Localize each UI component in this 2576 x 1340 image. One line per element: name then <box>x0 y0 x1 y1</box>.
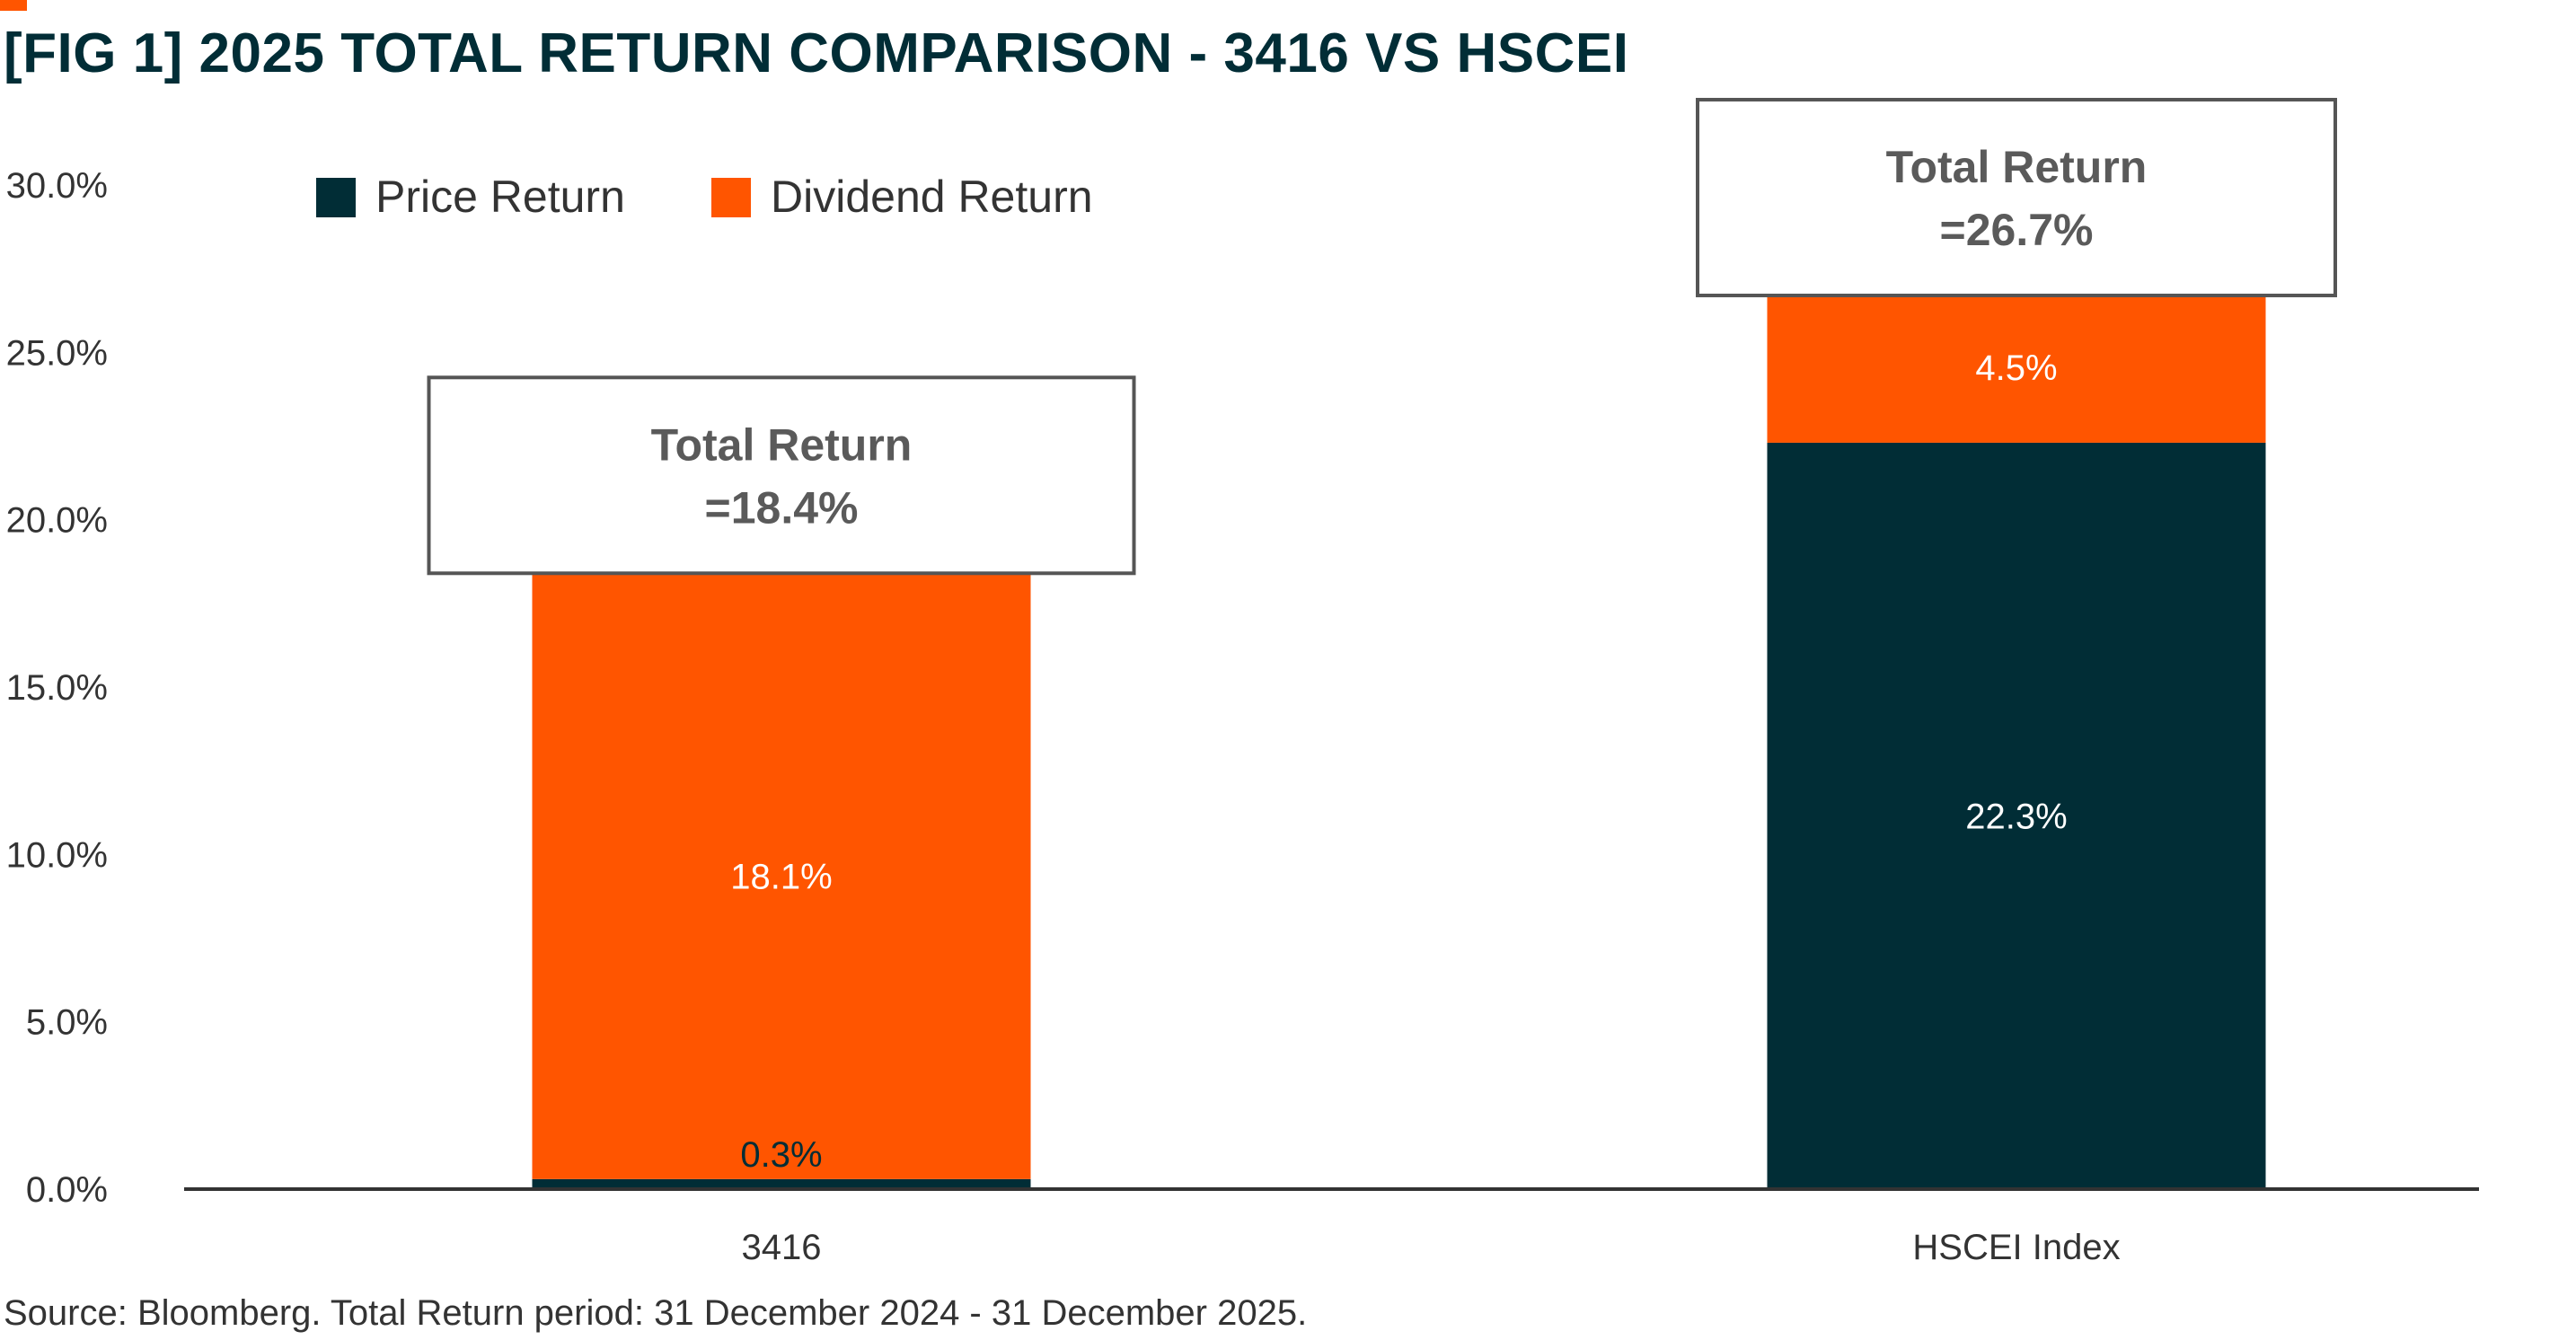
y-tick-label: 5.0% <box>26 1003 108 1043</box>
bar-value-label: 18.1% <box>730 858 832 897</box>
y-tick-label: 15.0% <box>6 668 108 708</box>
bar-value-label: 0.3% <box>740 1135 822 1175</box>
y-tick-label: 25.0% <box>6 333 108 373</box>
legend-dividend-return-swatch <box>711 178 751 217</box>
y-tick-label: 10.0% <box>6 835 108 875</box>
legend-price-return-swatch <box>316 178 356 217</box>
bar-value-label: 22.3% <box>1965 797 2067 836</box>
total-return-box <box>1696 97 2337 297</box>
legend-dividend-return-label: Dividend Return <box>771 172 1093 222</box>
bar-price-return <box>1767 442 2266 1189</box>
stacked-bar-chart: 0.0% 5.0% 10.0% 15.0% 20.0% 25.0% 30.0% 0.3% 18.… <box>6 97 2479 1267</box>
bar-price-return <box>532 1178 1031 1189</box>
bar-dividend-return <box>1767 292 2266 443</box>
bar-dividend-return <box>532 573 1031 1179</box>
source-note: Source: Bloomberg. Total Return period: … <box>4 1293 1308 1333</box>
title-accent-bar <box>0 0 27 11</box>
total-return-title: Total Return <box>1886 142 2148 192</box>
total-return-box <box>427 375 1136 576</box>
x-category-label: 3416 <box>742 1228 822 1267</box>
total-return-value: =26.7% <box>1940 205 2094 255</box>
y-tick-label: 0.0% <box>26 1170 108 1210</box>
chart-title: [FIG 1] 2025 TOTAL RETURN COMPARISON - 3… <box>4 22 1629 84</box>
y-tick-label: 20.0% <box>6 501 108 541</box>
legend-price-return-label: Price Return <box>375 172 625 222</box>
total-return-title: Total Return <box>651 419 913 470</box>
total-return-value: =18.4% <box>705 482 859 533</box>
x-category-label: HSCEI Index <box>1912 1228 2120 1267</box>
bar-value-label: 4.5% <box>1975 348 2057 388</box>
y-tick-label: 30.0% <box>6 166 108 206</box>
